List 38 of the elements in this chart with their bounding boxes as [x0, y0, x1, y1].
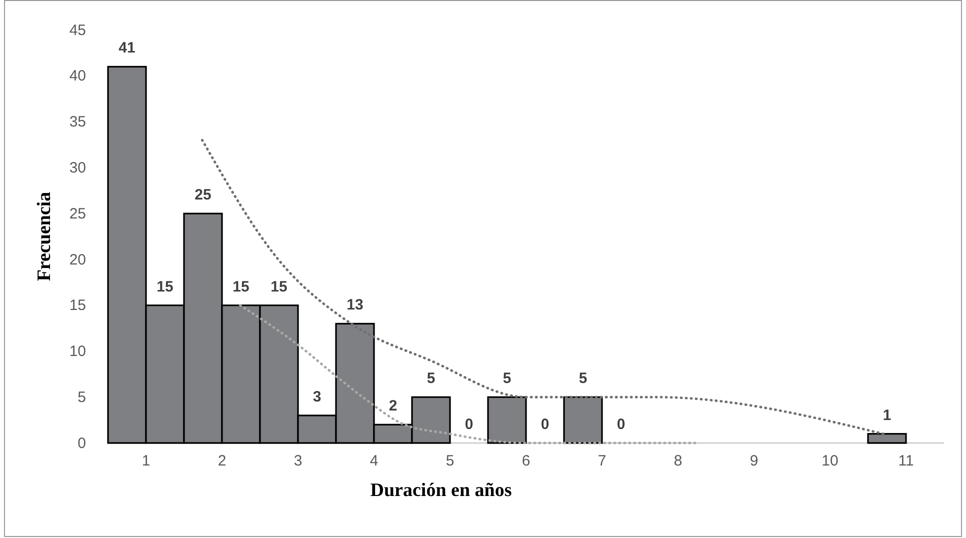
x-tick-label: 1 [142, 452, 150, 470]
data-label: 2 [388, 398, 398, 415]
y-tick-label: 35 [69, 114, 86, 131]
data-label: 3 [312, 388, 322, 406]
data-label: 5 [426, 370, 436, 388]
x-tick-label: 5 [446, 452, 454, 470]
x-tick-label: 3 [294, 452, 302, 470]
data-label: 0 [616, 416, 626, 433]
data-label: 13 [346, 296, 364, 314]
x-axis-title: Duración en años [370, 480, 512, 501]
data-label: 5 [578, 370, 588, 388]
y-tick-label: 40 [69, 68, 86, 85]
data-label: 15 [232, 278, 250, 296]
x-tick-label: 11 [898, 452, 914, 470]
x-tick-label: 8 [674, 452, 682, 470]
x-tick-label: 2 [218, 452, 226, 470]
x-tick-label: 9 [750, 452, 758, 470]
y-tick-label: 5 [78, 388, 86, 406]
y-tick-label: 30 [69, 159, 86, 176]
data-label: 15 [270, 278, 288, 296]
x-tick-label: 4 [370, 452, 378, 470]
data-label: 15 [156, 278, 174, 296]
y-axis-title: Frecuencia [34, 191, 55, 282]
data-label: 1 [882, 406, 892, 424]
x-tick-label: 6 [522, 452, 530, 470]
y-tick-label: 25 [69, 205, 86, 222]
data-label: 25 [194, 186, 212, 204]
y-tick-label: 45 [69, 22, 86, 39]
y-tick-label: 15 [69, 297, 86, 314]
x-tick-label: 7 [598, 452, 606, 470]
data-label: 0 [464, 416, 474, 433]
y-tick-label: 10 [69, 343, 86, 360]
data-label: 0 [540, 416, 550, 433]
y-tick-label: 20 [69, 251, 86, 268]
x-tick-label: 10 [822, 452, 838, 470]
y-tick-label: 0 [78, 434, 86, 452]
data-label: 41 [118, 40, 136, 57]
data-label: 5 [502, 370, 512, 388]
